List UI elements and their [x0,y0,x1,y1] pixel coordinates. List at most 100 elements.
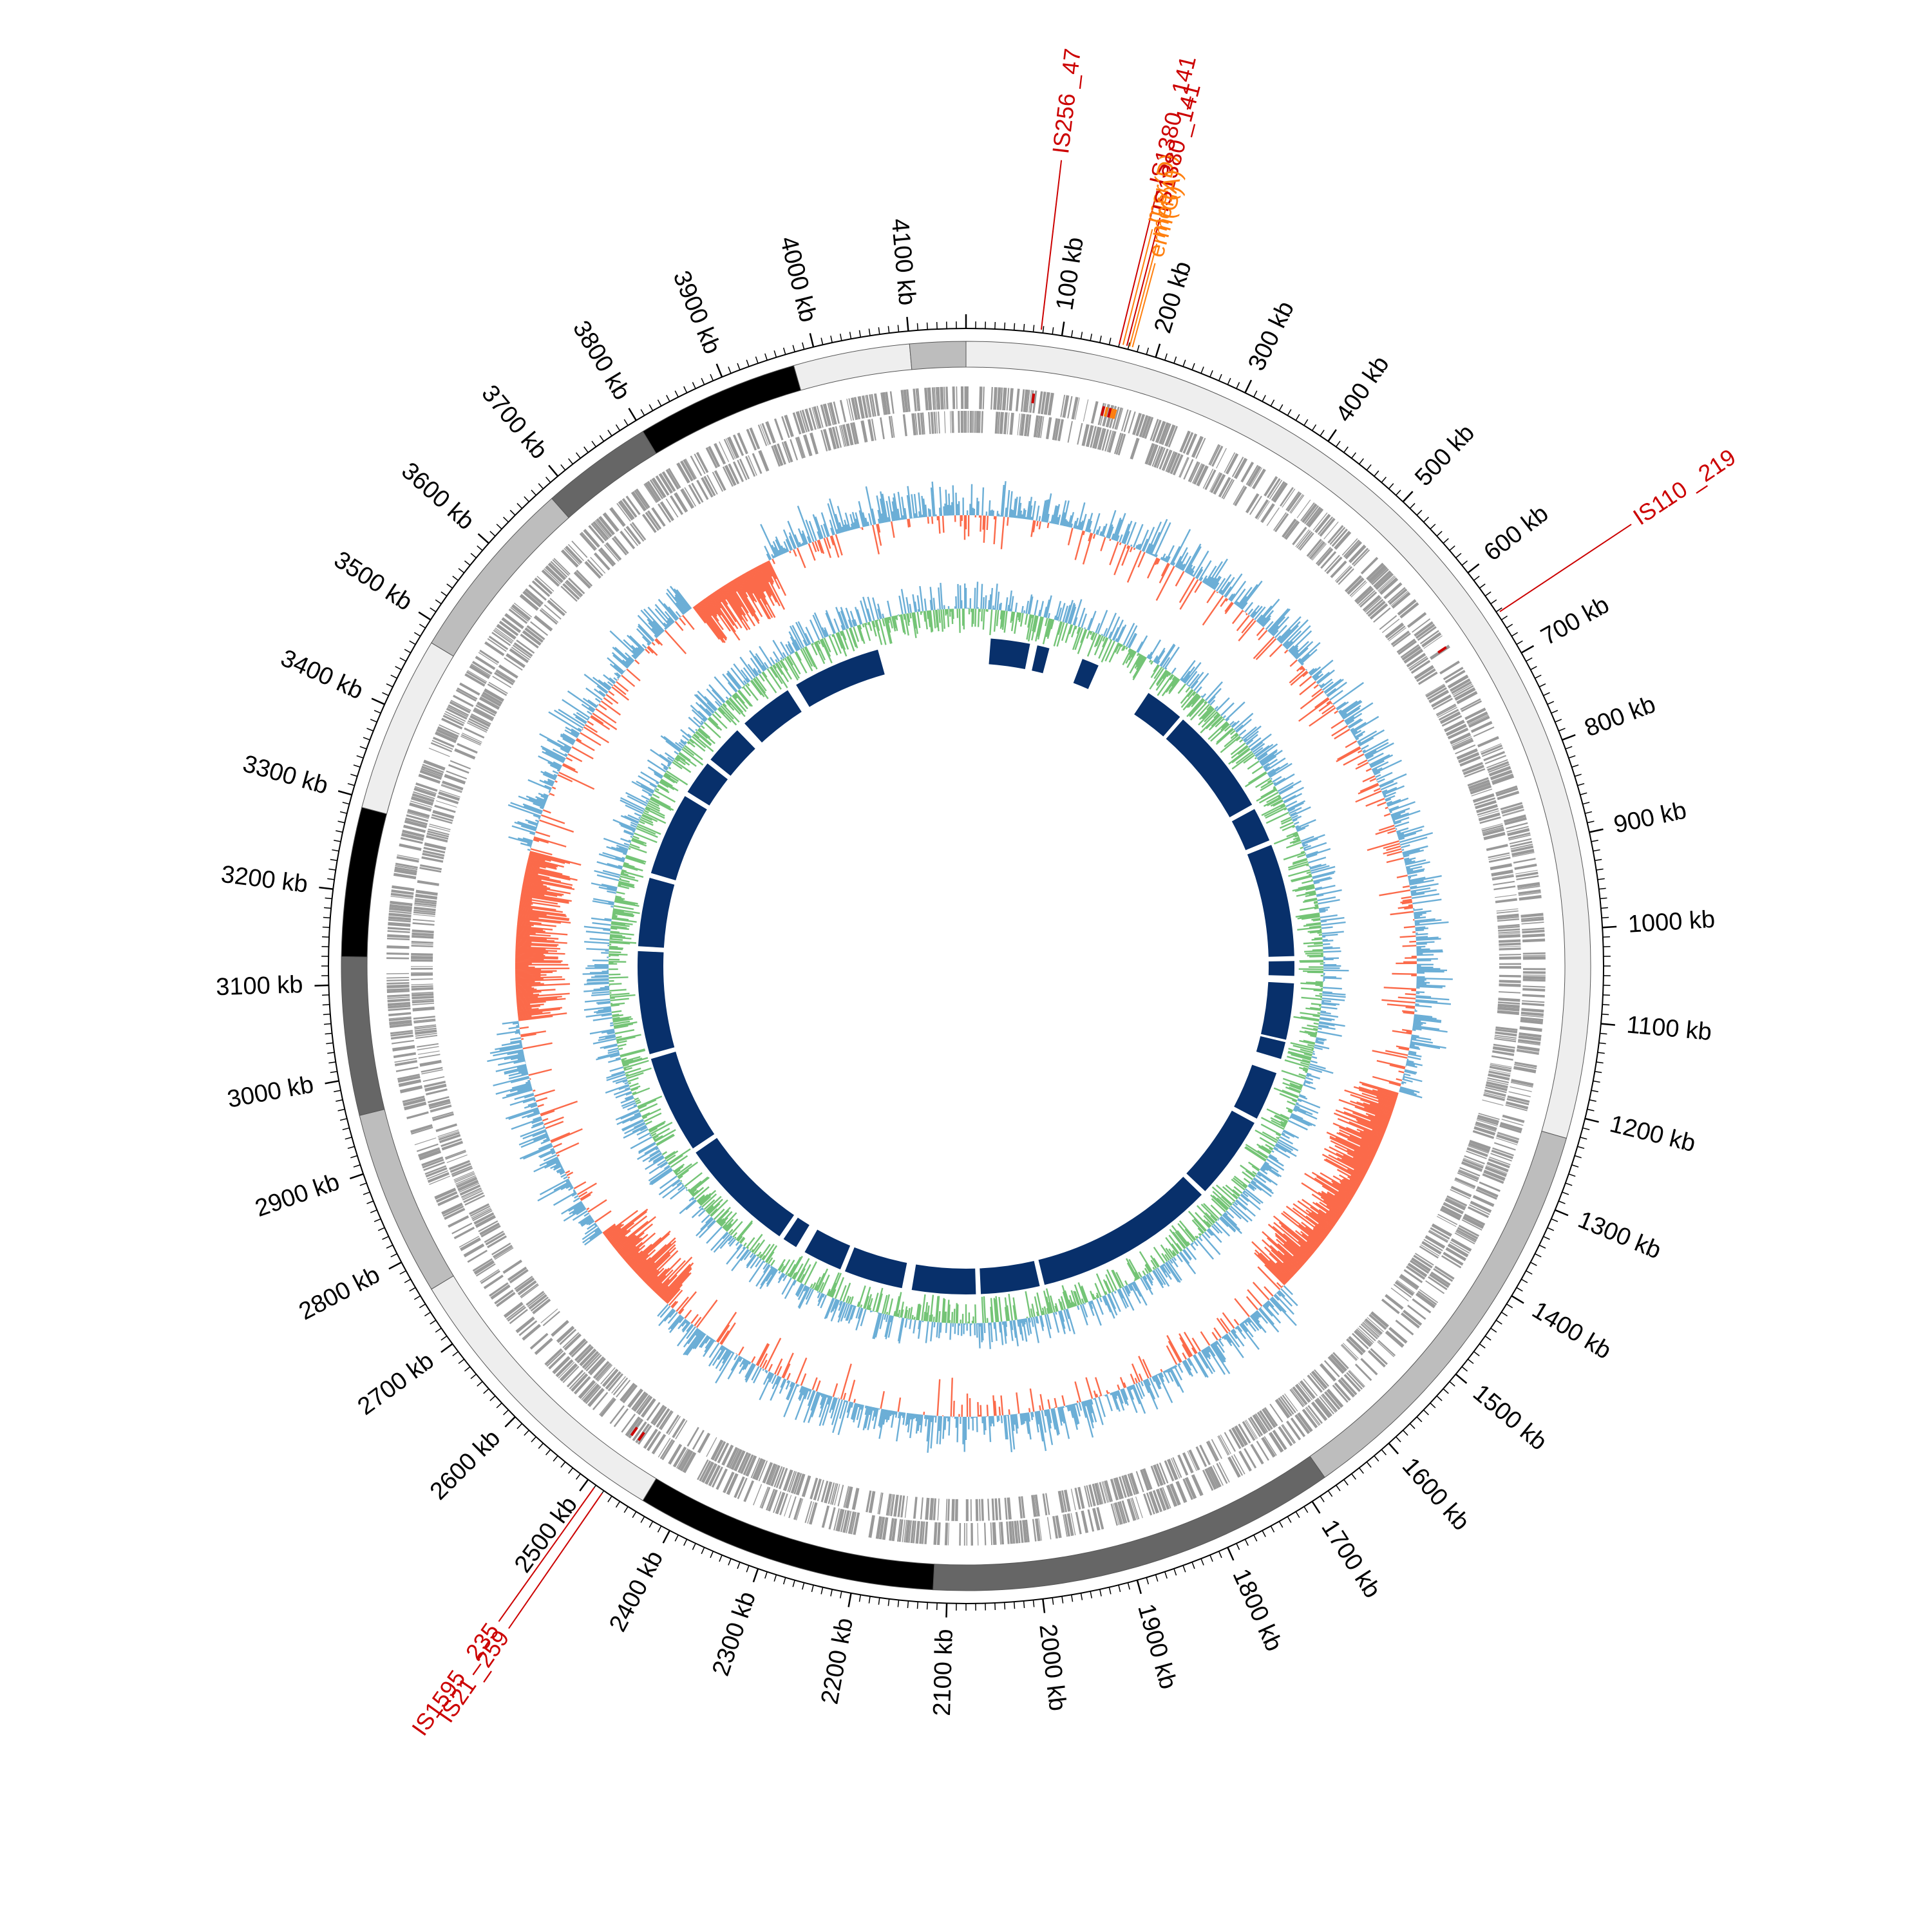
cds-forward [799,410,808,433]
cds-forward [1286,1420,1302,1441]
cds-reverse [1211,1439,1222,1459]
cds-reverse [1342,1343,1359,1359]
cds-forward [390,900,413,907]
cds-forward [811,407,819,430]
gc-skew-bar [1281,1212,1321,1245]
gc-skew-bar [720,1322,736,1345]
cds-forward [394,1057,417,1063]
gc-skew-bar [1407,869,1425,875]
cds-reverse [802,434,813,457]
cds-reverse [1354,585,1373,603]
cds-forward [552,1356,571,1374]
gc-content-bar [996,591,1000,611]
cds-forward [1388,588,1408,605]
major-tick [440,1343,453,1353]
cds-forward [1116,408,1124,430]
cds-reverse [893,1494,899,1517]
cds-reverse [954,1499,958,1521]
cds-forward [1428,1276,1448,1291]
cds-reverse [627,1388,643,1408]
cds-forward [1507,828,1530,837]
gc-skew-bar [1414,918,1435,922]
tick-label: 3900 kb [668,267,726,358]
cds-reverse [1462,1159,1484,1169]
gc-skew-bar [643,1269,658,1283]
cds-forward [848,398,855,421]
gc-skew-bar [1302,1233,1319,1248]
gc-skew-bar [679,617,687,626]
cds-reverse [1367,1317,1384,1332]
cds-forward [403,824,426,833]
cds-reverse [1166,1459,1179,1481]
gc-skew-bar [1130,544,1133,547]
cds-reverse [587,1356,605,1374]
gc-skew-bar [1389,811,1392,813]
cds-forward [701,1461,715,1483]
gc-skew-bar [1102,523,1108,537]
cds-forward [1052,1516,1058,1539]
gc-skew-bar [623,1232,656,1261]
gc-skew-bar [1340,1182,1357,1193]
cds-reverse [902,414,907,437]
gc-skew-bar [1405,861,1430,869]
cds-reverse [616,1379,631,1398]
gc-skew-bar [734,1354,739,1361]
cds-forward [583,529,600,548]
gc-skew-bar [1345,740,1358,748]
gc-skew-bar [705,1336,711,1344]
gc-skew-bar [1363,1102,1393,1114]
gc-skew-bar [1339,1180,1358,1192]
gc-skew-bar [803,1390,816,1423]
cds-forward [1011,1520,1016,1544]
gc-skew-bar [1133,547,1136,551]
gc-skew-bar [1088,1399,1097,1423]
cds-reverse [487,683,507,696]
gc-skew-bar [1388,806,1399,811]
gc-skew-bar [630,1230,671,1268]
cds-reverse [412,935,434,939]
gc-content-bar [1315,984,1323,987]
cds-reverse [849,422,857,445]
cds-reverse [1457,1172,1478,1182]
cds-reverse [1074,1488,1081,1510]
gc-skew-bar [659,1305,671,1318]
gc-skew-bar [1008,1409,1010,1415]
gc-skew-bar [1027,1412,1031,1422]
gc-content-bar [1318,1027,1322,1030]
gc-skew-bar [1266,1301,1280,1316]
minor-tick [1479,1343,1486,1349]
tick-label: 2700 kb [353,1347,439,1421]
gc-skew-bar [1240,1323,1248,1332]
gc-content-bar [1294,821,1300,825]
cds-reverse [493,1244,513,1258]
cds-reverse [1486,844,1508,851]
cds-reverse [482,691,503,705]
cds-forward [509,1309,528,1325]
gc-skew-bar [1157,1373,1173,1403]
gc-content-bar [1239,739,1244,743]
cds-reverse [1104,430,1112,452]
cds-reverse [1127,1473,1136,1495]
cds-reverse [564,1333,582,1351]
minor-tick [649,1520,654,1528]
cds-forward [1000,1522,1005,1545]
gc-skew-bar [1358,741,1361,744]
gc-skew-bar [1416,983,1427,985]
minor-tick [1052,327,1054,335]
cds-reverse [1364,1318,1383,1335]
cds-forward [1314,1398,1331,1419]
gc-skew-bar [819,1394,825,1405]
cds-forward [1461,700,1482,712]
gc-skew-bar [908,518,911,527]
gc-skew-bar [1381,999,1416,1004]
cds-forward [643,1428,658,1449]
gc-content-bar [1121,644,1124,647]
cds-reverse [981,1499,984,1521]
gc-skew-bar [508,1026,520,1030]
cds-reverse [1098,428,1106,450]
gc-skew-bar [582,728,583,731]
gc-content-bar [980,583,983,609]
gc-skew-bar [704,1338,714,1352]
cds-forward [1062,395,1070,418]
cds-reverse [1399,1274,1419,1289]
